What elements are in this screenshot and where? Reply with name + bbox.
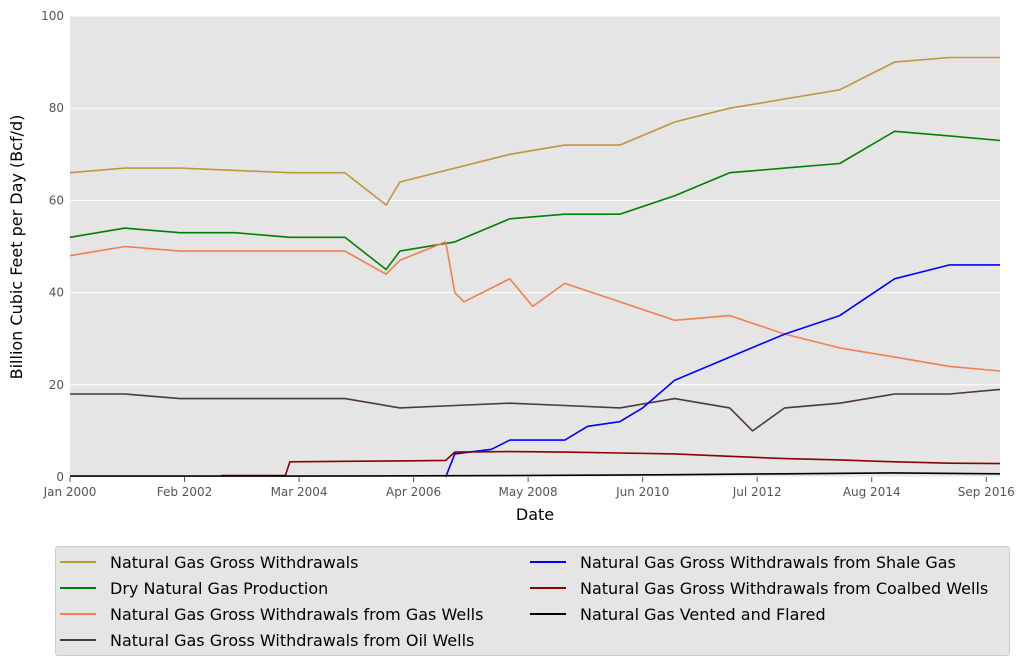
x-tick-label: Jan 2000	[43, 485, 97, 499]
x-tick-label: Jul 2012	[732, 485, 782, 499]
x-tick-label: Jun 2010	[615, 485, 669, 499]
y-tick-label: 40	[49, 286, 64, 300]
y-axis-label: Billion Cubic Feet per Day (Bcf/d)	[7, 115, 26, 380]
series-lines	[69, 56, 1001, 478]
legend-swatch	[60, 613, 96, 615]
legend-swatch	[60, 639, 96, 641]
legend-label: Natural Gas Gross Withdrawals	[110, 552, 359, 572]
legend-item: Natural Gas Gross Withdrawals from Coalb…	[530, 577, 988, 599]
legend-label: Natural Gas Gross Withdrawals from Shale…	[580, 552, 956, 572]
legend-swatch	[60, 587, 96, 589]
x-axis-label: Date	[516, 505, 554, 524]
legend-item: Natural Gas Gross Withdrawals	[60, 551, 358, 573]
x-tick-label: May 2008	[499, 485, 558, 499]
legend-label: Dry Natural Gas Production	[110, 578, 329, 598]
legend-item: Natural Gas Vented and Flared	[530, 603, 826, 625]
grid-lines	[70, 15, 1000, 478]
y-axis: 0 20 40 60 80 100	[41, 9, 64, 484]
series-line-3	[70, 388, 1001, 432]
legend: Natural Gas Gross Withdrawals Dry Natural…	[55, 546, 1010, 656]
y-tick-label: 80	[49, 101, 64, 115]
legend-swatch	[60, 561, 96, 563]
legend-label: Natural Gas Gross Withdrawals from Coalb…	[580, 578, 989, 598]
y-tick-label: 100	[41, 9, 64, 23]
x-tick-label: Apr 2006	[386, 485, 441, 499]
x-axis: Jan 2000 Feb 2002 Mar 2004 Apr 2006 May 2008…	[43, 477, 1015, 499]
legend-item: Dry Natural Gas Production	[60, 577, 328, 599]
x-tick-label: Feb 2002	[157, 485, 213, 499]
series-line-2	[69, 241, 1001, 372]
legend-swatch	[530, 587, 566, 589]
series-line-6	[70, 472, 1001, 477]
y-tick-label: 60	[49, 193, 64, 207]
legend-item: Natural Gas Gross Withdrawals from Gas W…	[60, 603, 483, 625]
series-line-4	[444, 264, 1000, 478]
legend-label: Natural Gas Gross Withdrawals from Gas W…	[110, 604, 484, 624]
legend-label: Natural Gas Vented and Flared	[580, 604, 826, 624]
legend-label: Natural Gas Gross Withdrawals from Oil W…	[110, 630, 475, 650]
legend-item: Natural Gas Gross Withdrawals from Oil W…	[60, 629, 474, 651]
series-line-1	[69, 130, 1001, 271]
y-tick-label: 20	[49, 378, 64, 392]
x-tick-label: Aug 2014	[843, 485, 901, 499]
legend-item: Natural Gas Gross Withdrawals from Shale…	[530, 551, 956, 573]
legend-swatch	[530, 613, 566, 615]
y-tick-label: 0	[56, 470, 64, 484]
series-line-5	[221, 450, 1001, 477]
series-line-0	[69, 56, 1000, 206]
x-tick-label: Mar 2004	[271, 485, 328, 499]
plot-area	[70, 16, 1000, 477]
x-tick-label: Sep 2016	[958, 485, 1015, 499]
legend-swatch	[530, 561, 566, 563]
